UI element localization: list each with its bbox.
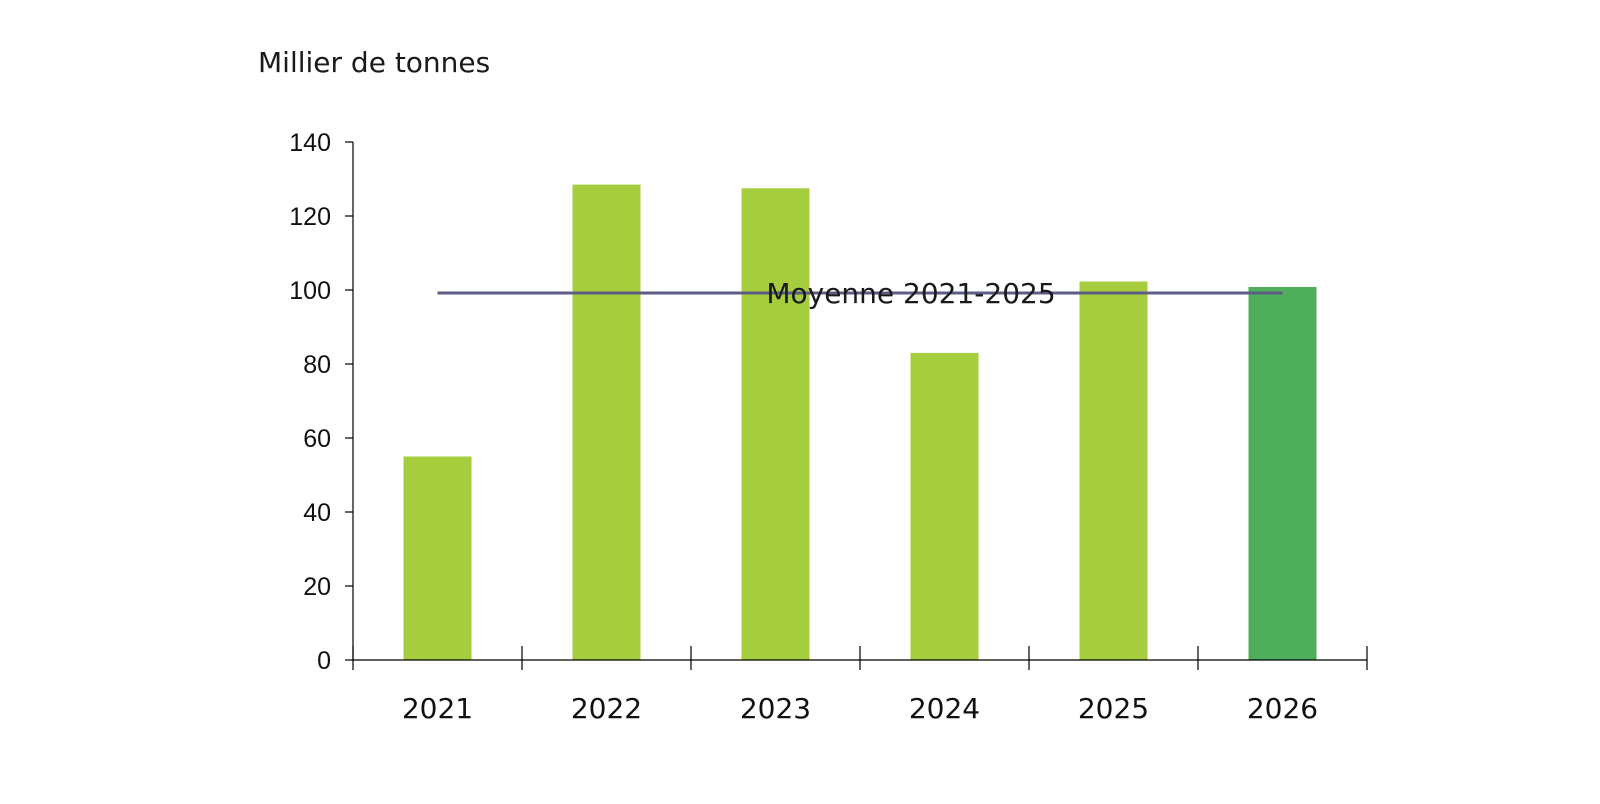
y-tick-label: 0 <box>317 647 331 675</box>
y-tick-label: 80 <box>303 351 331 379</box>
y-axis-unit-label: Millier de tonnes <box>258 46 491 79</box>
x-tick-label-2023: 2023 <box>740 692 811 725</box>
x-tick-label-2026: 2026 <box>1247 692 1318 725</box>
axes-layer: 0 20 40 60 80 100 120 140 2021 2022 2023 2024 2025 20… <box>289 129 1368 725</box>
y-tick-label: 120 <box>289 203 331 231</box>
x-tick-label-2022: 2022 <box>571 692 642 725</box>
bar-2026 <box>1248 287 1317 660</box>
bar-2023 <box>741 188 810 661</box>
reference-line-layer: Moyenne 2021-2025 <box>437 277 1283 310</box>
y-tick-label: 40 <box>303 499 331 527</box>
y-tick-label: 100 <box>289 277 331 305</box>
bar-2022 <box>572 184 641 660</box>
y-tick-label: 20 <box>303 573 331 601</box>
x-tick-label-2024: 2024 <box>909 692 980 725</box>
x-tick-label-2021: 2021 <box>402 692 473 725</box>
average-reference-label: Moyenne 2021-2025 <box>766 277 1055 310</box>
bar-2024 <box>910 352 979 660</box>
bars-layer <box>403 184 1317 661</box>
y-tick-label: 60 <box>303 425 331 453</box>
bar-2025 <box>1079 281 1148 660</box>
x-tick-label-2025: 2025 <box>1078 692 1149 725</box>
bar-2021 <box>403 456 472 660</box>
y-tick-label: 140 <box>289 129 331 157</box>
